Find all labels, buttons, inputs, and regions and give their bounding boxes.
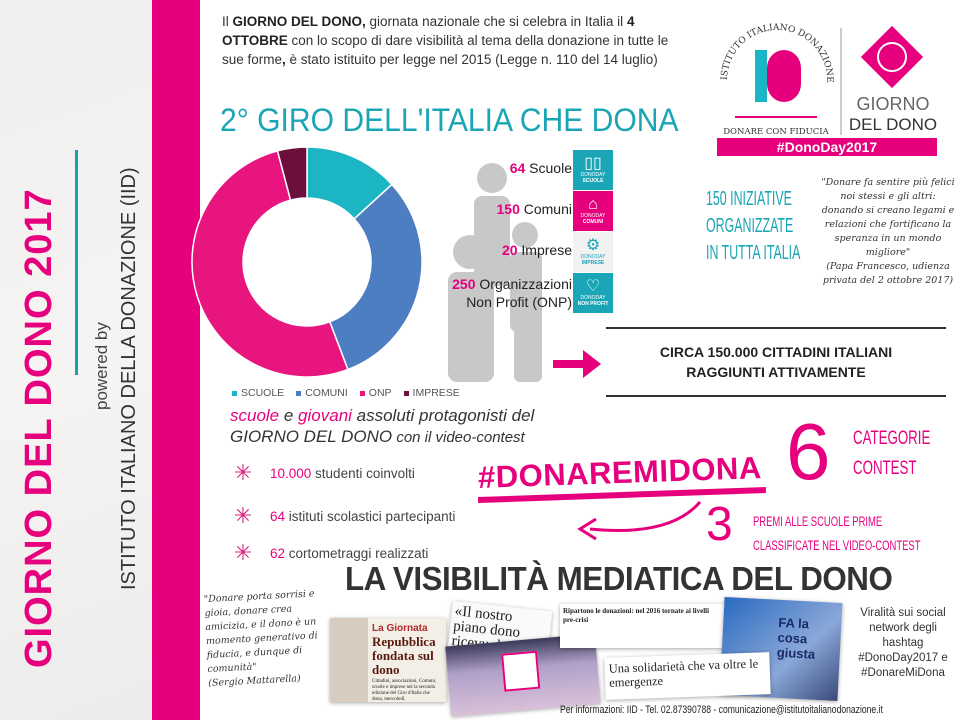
legend-label: SCUOLE bbox=[241, 387, 285, 399]
legend-item-imprese: IMPRESE bbox=[403, 387, 460, 399]
legend-item-scuole: SCUOLE bbox=[232, 387, 284, 399]
tile-comuni: ⌂ DONODAY COMUNI bbox=[573, 191, 613, 231]
donut-slice-comuni bbox=[328, 183, 423, 371]
book-icon: ▯▯ bbox=[584, 155, 602, 172]
tile-brand: DONODAY bbox=[580, 254, 606, 260]
clipping-photo bbox=[330, 618, 368, 702]
legend-swatch bbox=[296, 390, 302, 396]
building-icon: ⌂ bbox=[588, 196, 598, 213]
quote-pope: "Donare fa sentire più felici noi stessi… bbox=[821, 177, 955, 286]
people-silhouettes-icon bbox=[448, 163, 542, 382]
curved-arrow-icon bbox=[577, 501, 702, 541]
logo-giorno: GIORNO bbox=[856, 94, 929, 114]
citizens-reached: CIRCA 150.000 CITTADINI ITALIANI RAGGIUNT… bbox=[606, 327, 946, 397]
tile-label: SCUOLE bbox=[582, 178, 604, 184]
tile-label: NON PROFIT bbox=[577, 301, 609, 307]
legend-label: IMPRESE bbox=[412, 387, 460, 399]
asterisk-icon: ✳ bbox=[233, 460, 253, 485]
donut-slice-imprese bbox=[276, 146, 308, 202]
heart-icon: ♡ bbox=[585, 278, 601, 295]
count-scuole: 64 Scuole bbox=[509, 160, 572, 176]
powered-by: powered by bbox=[92, 322, 111, 410]
clipping-solidarieta: Una solidarietà che va oltre le emergenz… bbox=[604, 652, 771, 700]
categories-label: CATEGORIE CONTEST bbox=[853, 428, 931, 479]
tile-brand: DONODAY bbox=[580, 172, 606, 178]
logo-graphic: ISTITUTO ITALIANO DONAZIONE DONARE CON F… bbox=[717, 23, 937, 156]
logo: ISTITUTO ITALIANO DONAZIONE DONARE CON F… bbox=[705, 10, 950, 156]
contact-info: Per informazioni: IID - Tel. 02.87390788… bbox=[560, 704, 883, 716]
tile-label: COMUNI bbox=[582, 219, 604, 225]
tile-scuole: ▯▯ DONODAY SCUOLE bbox=[573, 150, 613, 190]
tile-imprese: ⚙ DONODAY IMPRESE bbox=[573, 232, 613, 272]
quote-mattarella: "Donare porta sorrisi e gioia, donare cr… bbox=[203, 588, 318, 690]
count-comuni: 150 Comuni bbox=[496, 201, 573, 217]
stat-schools: ✳ 64 istituti scolastici partecipanti bbox=[233, 503, 456, 528]
tile-brand: DONODAY bbox=[580, 213, 606, 219]
logo-tagline: DONARE CON FIDUCIA bbox=[723, 127, 829, 137]
divider bbox=[75, 150, 78, 375]
clipping-body: Cittadini, associazioni, Comuni, scuole … bbox=[372, 679, 437, 702]
donut-chart bbox=[191, 146, 423, 378]
event-title: GIORNO DEL DONO 2017 bbox=[18, 188, 60, 668]
clipping-ripartono: Ripartono le donazioni: nel 2016 tornate… bbox=[560, 604, 725, 648]
legend-item-comuni: COMUNI bbox=[296, 387, 348, 399]
tile-non-profit: ♡ DONODAY NON PROFIT bbox=[573, 273, 613, 313]
intro-text: Il GIORNO DEL DONO, giornata nazionale c… bbox=[222, 14, 669, 67]
logo-hashtag: #DonoDay2017 bbox=[777, 139, 878, 155]
institute-name: ISTITUTO ITALIANO DELLA DONAZIONE (IID) bbox=[118, 167, 140, 590]
clipping-headline: Repubblica fondata sul dono bbox=[372, 634, 436, 677]
chart-legend: SCUOLE COMUNI ONP IMPRESE bbox=[232, 387, 460, 399]
donut-slice-onp bbox=[191, 149, 349, 378]
stat-students: ✳ 10.000 studenti coinvolti bbox=[233, 460, 415, 485]
legend-item-onp: ONP bbox=[359, 387, 392, 399]
count-imprese: 20 Imprese bbox=[501, 242, 572, 258]
section-title: 2° GIRO DELL'ITALIA CHE DONA bbox=[220, 102, 679, 138]
pink-strip bbox=[152, 0, 200, 720]
social-virality-text: Viralità sui social network degli hashta… bbox=[858, 607, 948, 679]
tv-still-caption: FA la cosa giusta bbox=[776, 614, 816, 662]
initiatives-text: 150 INIZIATIVE ORGANIZZATE IN TUTTA ITALIA bbox=[706, 188, 801, 264]
asterisk-icon: ✳ bbox=[233, 503, 253, 528]
asterisk-icon: ✳ bbox=[233, 540, 253, 565]
arrow-right-icon bbox=[553, 350, 601, 378]
prizes-count: 3 bbox=[706, 498, 733, 551]
legend-swatch bbox=[232, 390, 237, 396]
media-title: LA VISIBILITÀ MEDIATICA DEL DONO bbox=[345, 560, 893, 597]
count-onp: 250 Organizzazioni Non Profit (ONP) bbox=[452, 276, 572, 310]
legend-swatch bbox=[359, 390, 365, 396]
legend-label: ONP bbox=[368, 387, 392, 399]
logo-del-dono: DEL DONO bbox=[849, 115, 937, 134]
stat-shorts: ✳ 62 cortometraggi realizzati bbox=[233, 540, 429, 565]
legend-label: COMUNI bbox=[305, 387, 348, 399]
categories-count: 6 bbox=[786, 407, 831, 496]
protagonists-text: scuole e giovani assoluti protagonisti d… bbox=[230, 406, 535, 446]
tile-brand: DONODAY bbox=[580, 295, 606, 301]
prizes-label: PREMI ALLE SCUOLE PRIME CLASSIFICATE NEL … bbox=[753, 514, 921, 553]
clipping-kicker: La Giornata bbox=[372, 623, 428, 634]
tile-label: IMPRESE bbox=[581, 260, 605, 266]
legend-swatch bbox=[403, 390, 409, 396]
clipping-la-giornata: La Giornata Repubblica fondata sul dono … bbox=[330, 618, 446, 702]
gears-icon: ⚙ bbox=[585, 237, 601, 254]
